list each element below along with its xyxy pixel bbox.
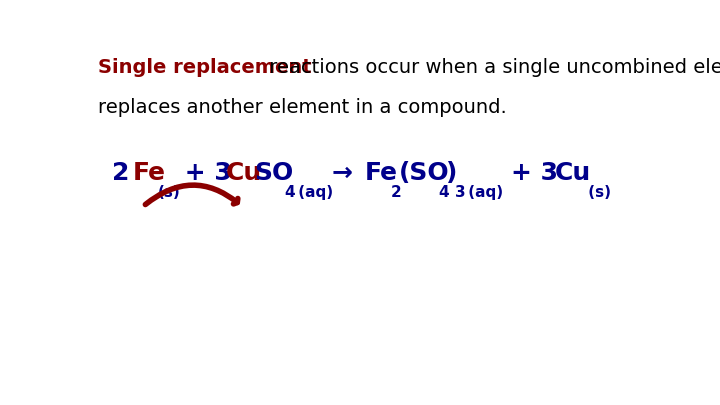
Text: 3: 3 <box>455 185 466 200</box>
Text: + 3: + 3 <box>511 160 567 185</box>
Text: 2: 2 <box>112 160 138 185</box>
Text: 2: 2 <box>390 185 401 200</box>
Text: replaces another element in a compound.: replaces another element in a compound. <box>98 98 507 117</box>
Text: (aq): (aq) <box>292 185 333 200</box>
Text: 4: 4 <box>438 185 449 200</box>
Text: (aq): (aq) <box>464 185 503 200</box>
Text: + 3: + 3 <box>176 160 240 185</box>
Text: →: → <box>332 160 353 185</box>
Text: Single replacement: Single replacement <box>98 58 312 77</box>
Text: reactions occur when a single uncombined element: reactions occur when a single uncombined… <box>264 58 720 77</box>
Text: SO: SO <box>254 160 293 185</box>
Text: (s): (s) <box>158 185 181 200</box>
Text: (SO: (SO <box>399 160 449 185</box>
Text: (s): (s) <box>582 185 611 200</box>
Text: Cu: Cu <box>554 160 590 185</box>
Text: Fe: Fe <box>132 160 166 185</box>
Text: 4: 4 <box>284 185 295 200</box>
Text: ): ) <box>446 160 458 185</box>
Text: Fe: Fe <box>365 160 398 185</box>
Text: Cu: Cu <box>226 160 262 185</box>
